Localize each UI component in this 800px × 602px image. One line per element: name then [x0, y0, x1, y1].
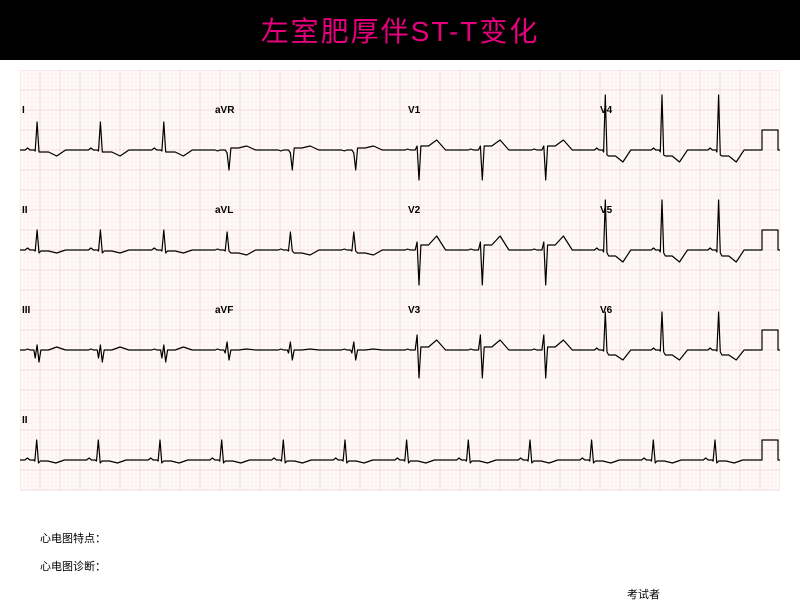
lead-label-v6: V6	[600, 305, 612, 316]
slide-title-bar: 左室肥厚伴ST-T变化	[0, 0, 800, 60]
lead-label-v2: V2	[408, 205, 420, 216]
lead-label-v4: V4	[600, 105, 612, 116]
lead-label-ii: II	[22, 205, 28, 216]
ecg-features-label: 心电图特点：	[40, 530, 760, 546]
lead-label-v3: V3	[408, 305, 420, 316]
ecg-waveform-svg	[20, 70, 780, 520]
lead-label-ii: II	[22, 415, 28, 426]
lead-label-i: I	[22, 105, 25, 116]
ecg-chart: IaVR V1 V4 II aVL V2 V5 III aVF V3 V6 II	[0, 60, 800, 520]
ecg-diagnosis-label: 心电图诊断：	[40, 558, 760, 574]
lead-label-v1: V1	[408, 105, 420, 116]
lead-label-iii: III	[22, 305, 30, 316]
lead-label-avf: aVF	[215, 305, 233, 316]
lead-label-v5: V5	[600, 205, 612, 216]
slide-title: 左室肥厚伴ST-T变化	[261, 10, 540, 50]
diagnosis-section: 心电图特点： 心电图诊断： 考试者	[0, 520, 800, 602]
lead-label-avl: aVL	[215, 205, 233, 216]
lead-label-avr: aVR	[215, 105, 234, 116]
